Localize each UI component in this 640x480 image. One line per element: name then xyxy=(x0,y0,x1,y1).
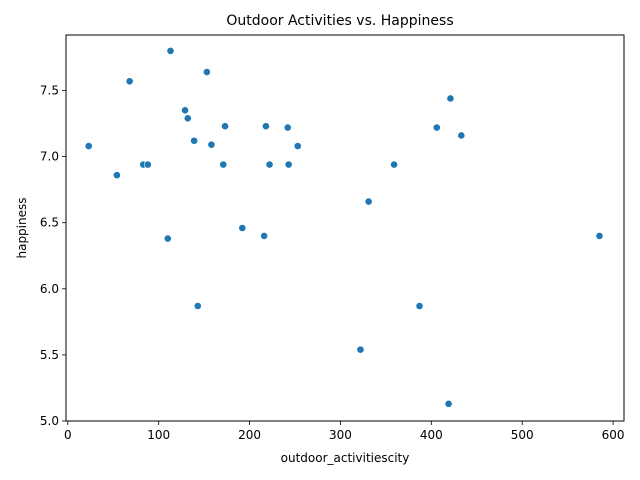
data-point-7 xyxy=(166,46,175,55)
data-point-20 xyxy=(283,123,292,132)
y-tick-label: 7.0 xyxy=(40,150,59,164)
x-tick-label: 300 xyxy=(329,428,352,442)
y-tick-label: 5.0 xyxy=(40,414,59,428)
data-point-21 xyxy=(284,160,293,169)
data-point-18 xyxy=(262,122,270,131)
data-point-9 xyxy=(183,114,192,123)
y-tick-label: 7.5 xyxy=(40,84,59,98)
data-point-11 xyxy=(193,302,202,310)
data-point-16 xyxy=(238,224,247,232)
data-point-1 xyxy=(84,142,93,150)
plot-frame xyxy=(65,34,625,422)
x-tick-label: 400 xyxy=(420,428,443,442)
data-point-23 xyxy=(356,345,365,354)
data-point-17 xyxy=(260,232,269,240)
x-tick-label: 200 xyxy=(238,428,261,442)
y-tick-label: 6.0 xyxy=(40,282,59,296)
data-point-27 xyxy=(432,123,441,132)
x-ticks: 0 100 200 300 400 500 600 xyxy=(64,421,625,442)
data-point-28 xyxy=(444,399,453,408)
x-tick-label: 0 xyxy=(64,428,72,442)
data-point-3 xyxy=(125,77,134,86)
data-point-24 xyxy=(364,197,373,206)
points-layer xyxy=(84,46,604,408)
data-point-13 xyxy=(207,140,216,149)
x-tick-label: 100 xyxy=(147,428,170,442)
data-point-22 xyxy=(293,142,302,150)
data-point-29 xyxy=(446,94,455,103)
data-point-14 xyxy=(219,160,228,169)
data-point-10 xyxy=(190,136,199,145)
data-point-2 xyxy=(112,171,121,180)
data-point-25 xyxy=(390,160,398,169)
chart-title: Outdoor Activities vs. Happiness xyxy=(226,13,453,29)
y-ticks: 5.0 5.5 6.0 6.5 7.0 7.5 xyxy=(40,84,66,428)
data-point-30 xyxy=(457,131,466,140)
data-point-5 xyxy=(143,160,152,169)
y-tick-label: 5.5 xyxy=(40,348,59,362)
x-tick-label: 600 xyxy=(602,428,625,442)
data-point-12 xyxy=(202,68,211,76)
y-axis-label: happiness xyxy=(15,197,29,258)
y-tick-label: 6.5 xyxy=(40,216,59,230)
data-point-26 xyxy=(415,302,424,310)
data-point-8 xyxy=(181,106,189,115)
data-point-15 xyxy=(221,122,229,131)
x-tick-label: 500 xyxy=(511,428,534,442)
data-point-19 xyxy=(265,160,274,169)
data-point-31 xyxy=(595,232,604,240)
data-point-6 xyxy=(163,234,172,243)
x-axis-label: outdoor_activitiescity xyxy=(281,451,410,465)
